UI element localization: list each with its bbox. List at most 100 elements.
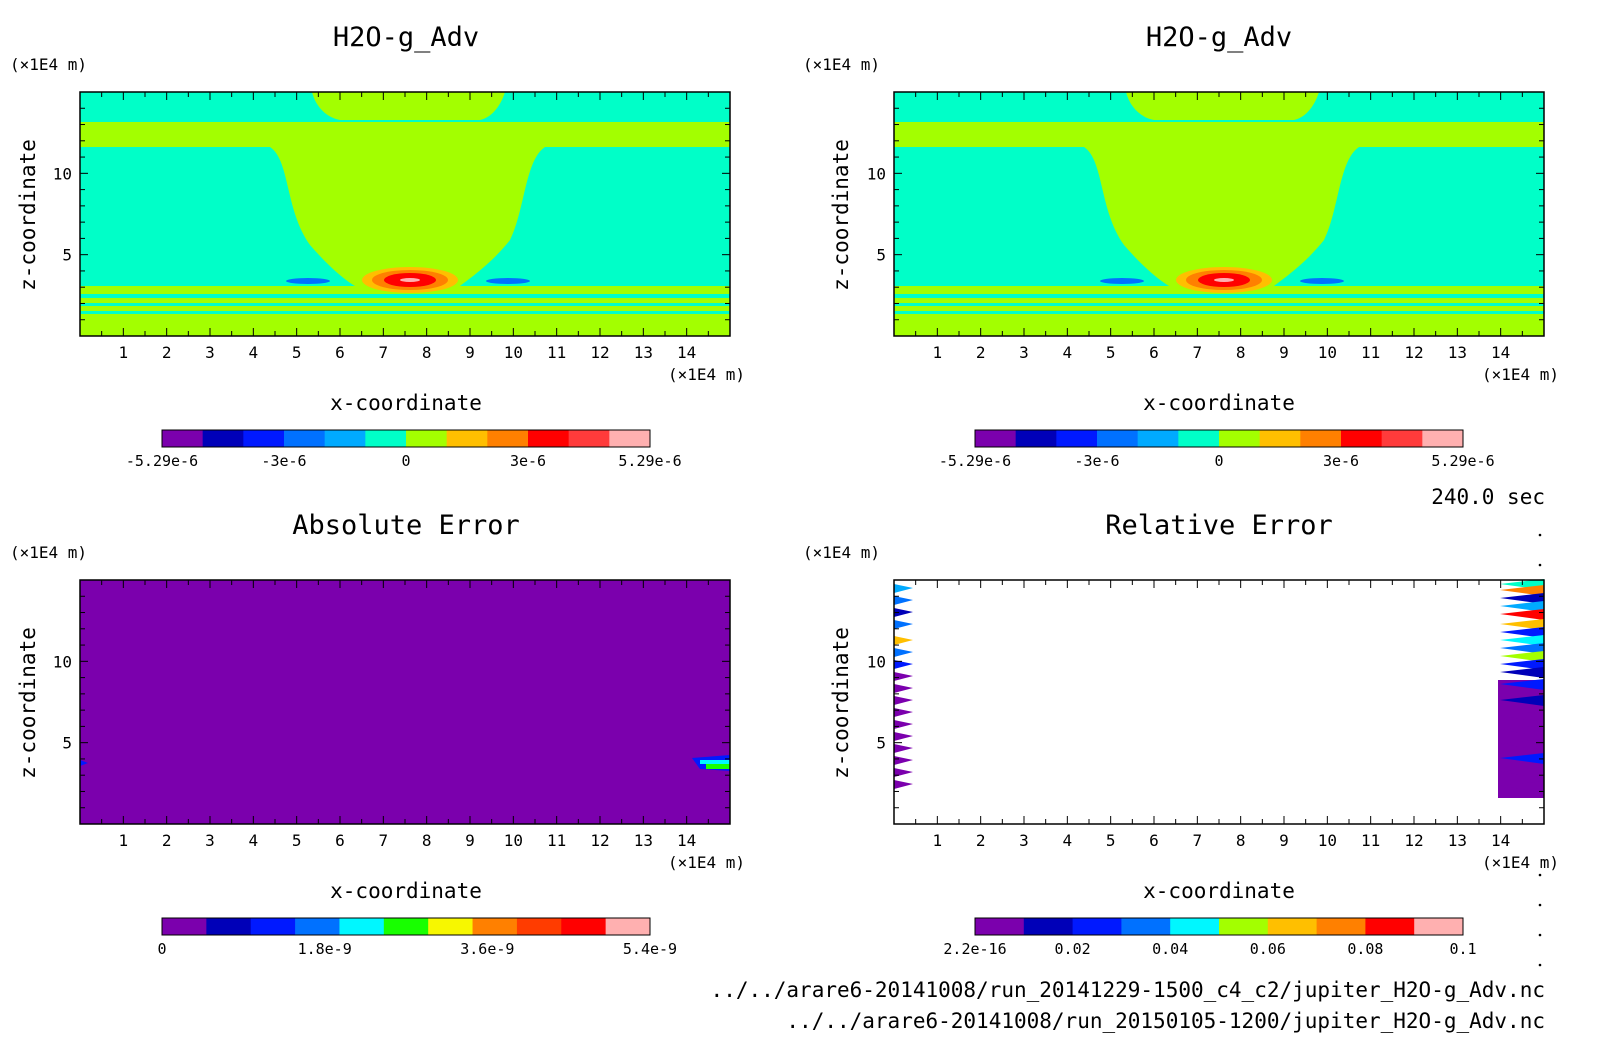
x-axis-label: x-coordinate bbox=[1143, 391, 1295, 415]
x-tick-label: 9 bbox=[465, 831, 475, 850]
x-tick-label: 5 bbox=[292, 343, 302, 362]
colorbar-segment bbox=[162, 430, 204, 447]
panel-title: H2O-g_Adv bbox=[333, 22, 479, 53]
error-feather bbox=[894, 684, 913, 693]
x-tick-label: 9 bbox=[465, 343, 475, 362]
error-feather bbox=[894, 672, 913, 681]
x-tick-label: 8 bbox=[422, 831, 432, 850]
colorbar-segment bbox=[487, 430, 529, 447]
x-tick-label: 9 bbox=[1279, 831, 1289, 850]
error-feather bbox=[894, 584, 913, 593]
x-tick-label: 13 bbox=[634, 831, 653, 850]
x-tick-label: 2 bbox=[976, 831, 986, 850]
plot-area bbox=[893, 579, 1545, 825]
colorbar-segment bbox=[428, 918, 474, 935]
error-feather bbox=[1500, 679, 1544, 690]
error-feather bbox=[894, 744, 913, 753]
colorbar-segment bbox=[446, 430, 488, 447]
colorbar-label: 1.8e-9 bbox=[298, 940, 352, 958]
plot-area bbox=[79, 91, 731, 337]
colorbar-segment bbox=[202, 430, 244, 447]
error-feather bbox=[1500, 635, 1544, 646]
colorbar-segment bbox=[295, 918, 340, 935]
colorbar: -5.29e-6 -3e-6 0 3e-6 5.29e-6 bbox=[939, 429, 1495, 470]
colorbar-segment bbox=[1219, 918, 1269, 935]
plot-area bbox=[79, 579, 731, 825]
error-feather bbox=[1500, 739, 1544, 750]
colorbar-border bbox=[974, 429, 1464, 448]
x-tick-label: 12 bbox=[590, 343, 609, 362]
colorbar-segment bbox=[1381, 430, 1423, 447]
x-tick-label: 10 bbox=[504, 831, 523, 850]
x-tick-label: 14 bbox=[1491, 343, 1510, 362]
colorbar-segment bbox=[1422, 430, 1464, 447]
error-feather bbox=[1500, 593, 1544, 604]
x-tick-label: 4 bbox=[1063, 343, 1073, 362]
colorbar-segment bbox=[339, 918, 385, 935]
colorbar-label: -5.29e-6 bbox=[939, 452, 1011, 470]
colorbar-border bbox=[161, 917, 651, 936]
y-axis-label: z-coordinate bbox=[829, 627, 853, 779]
colorbar-segment bbox=[243, 430, 285, 447]
colorbar-segment bbox=[1137, 430, 1179, 447]
x-tick-label: 1 bbox=[119, 343, 129, 362]
y-tick-label: 5 bbox=[62, 246, 72, 265]
file-path-1: ../../arare6-20141008/run_20141229-1500_… bbox=[711, 978, 1545, 1002]
colorbar-label: 3e-6 bbox=[510, 452, 546, 470]
x-tick-label: 8 bbox=[422, 343, 432, 362]
time-label: 240.0 sec bbox=[1431, 485, 1545, 509]
x-tick-label: 10 bbox=[1318, 343, 1337, 362]
error-feather bbox=[1500, 711, 1544, 722]
x-unit-label: (×1E4 m) bbox=[668, 365, 745, 384]
colorbar-segment bbox=[1170, 918, 1220, 935]
x-tick-label: 12 bbox=[1404, 831, 1423, 850]
x-tick-label: 4 bbox=[249, 831, 259, 850]
colorbar-label: 2.2e-16 bbox=[943, 940, 1006, 958]
x-tick-label: 7 bbox=[379, 831, 389, 850]
x-tick-label: 1 bbox=[933, 343, 943, 362]
colorbar-segment bbox=[472, 918, 518, 935]
colorbar-segment bbox=[1121, 918, 1171, 935]
y-tick-label: 5 bbox=[876, 734, 886, 753]
x-tick-label: 3 bbox=[205, 343, 215, 362]
file-path-2: ../../arare6-20141008/run_20150105-1200/… bbox=[786, 1009, 1545, 1033]
colorbar-label: 0.02 bbox=[1055, 940, 1091, 958]
colorbar-border bbox=[974, 917, 1464, 936]
x-unit-label: (×1E4 m) bbox=[668, 853, 745, 872]
y-unit-label: (×1E4 m) bbox=[10, 55, 87, 74]
colorbar-segment bbox=[162, 918, 207, 935]
x-unit-label: (×1E4 m) bbox=[1482, 365, 1559, 384]
colorbar-label: 0.04 bbox=[1152, 940, 1188, 958]
x-tick-label: 6 bbox=[335, 831, 345, 850]
error-feather bbox=[1500, 753, 1544, 764]
y-axis-label: z-coordinate bbox=[16, 139, 40, 291]
x-tick-label: 11 bbox=[547, 343, 566, 362]
x-tick-label: 10 bbox=[504, 343, 523, 362]
x-tick-label: 1 bbox=[933, 831, 943, 850]
error-feathers-left bbox=[894, 584, 913, 789]
colorbar-segment bbox=[1072, 918, 1122, 935]
y-unit-label: (×1E4 m) bbox=[803, 543, 880, 562]
y-tick-label: 10 bbox=[53, 164, 72, 183]
colorbar-label: 0 bbox=[1214, 452, 1223, 470]
colorbar: 0 1.8e-9 3.6e-9 5.4e-9 bbox=[157, 917, 677, 958]
colorbar-segment bbox=[1414, 918, 1464, 935]
colorbar-label: 0 bbox=[401, 452, 410, 470]
x-axis-label: x-coordinate bbox=[330, 879, 482, 903]
error-feather bbox=[894, 648, 913, 657]
error-feather bbox=[1500, 585, 1544, 596]
colorbar-label: 5.4e-9 bbox=[623, 940, 677, 958]
error-feathers-right bbox=[1498, 579, 1544, 798]
colorbar-label: 0.06 bbox=[1250, 940, 1286, 958]
error-feather bbox=[894, 756, 913, 765]
colorbar-label: 3e-6 bbox=[1323, 452, 1359, 470]
x-tick-label: 3 bbox=[1019, 831, 1029, 850]
error-feather bbox=[894, 620, 913, 629]
x-tick-label: 12 bbox=[590, 831, 609, 850]
error-feather bbox=[1500, 609, 1544, 620]
x-tick-label: 5 bbox=[1106, 343, 1116, 362]
